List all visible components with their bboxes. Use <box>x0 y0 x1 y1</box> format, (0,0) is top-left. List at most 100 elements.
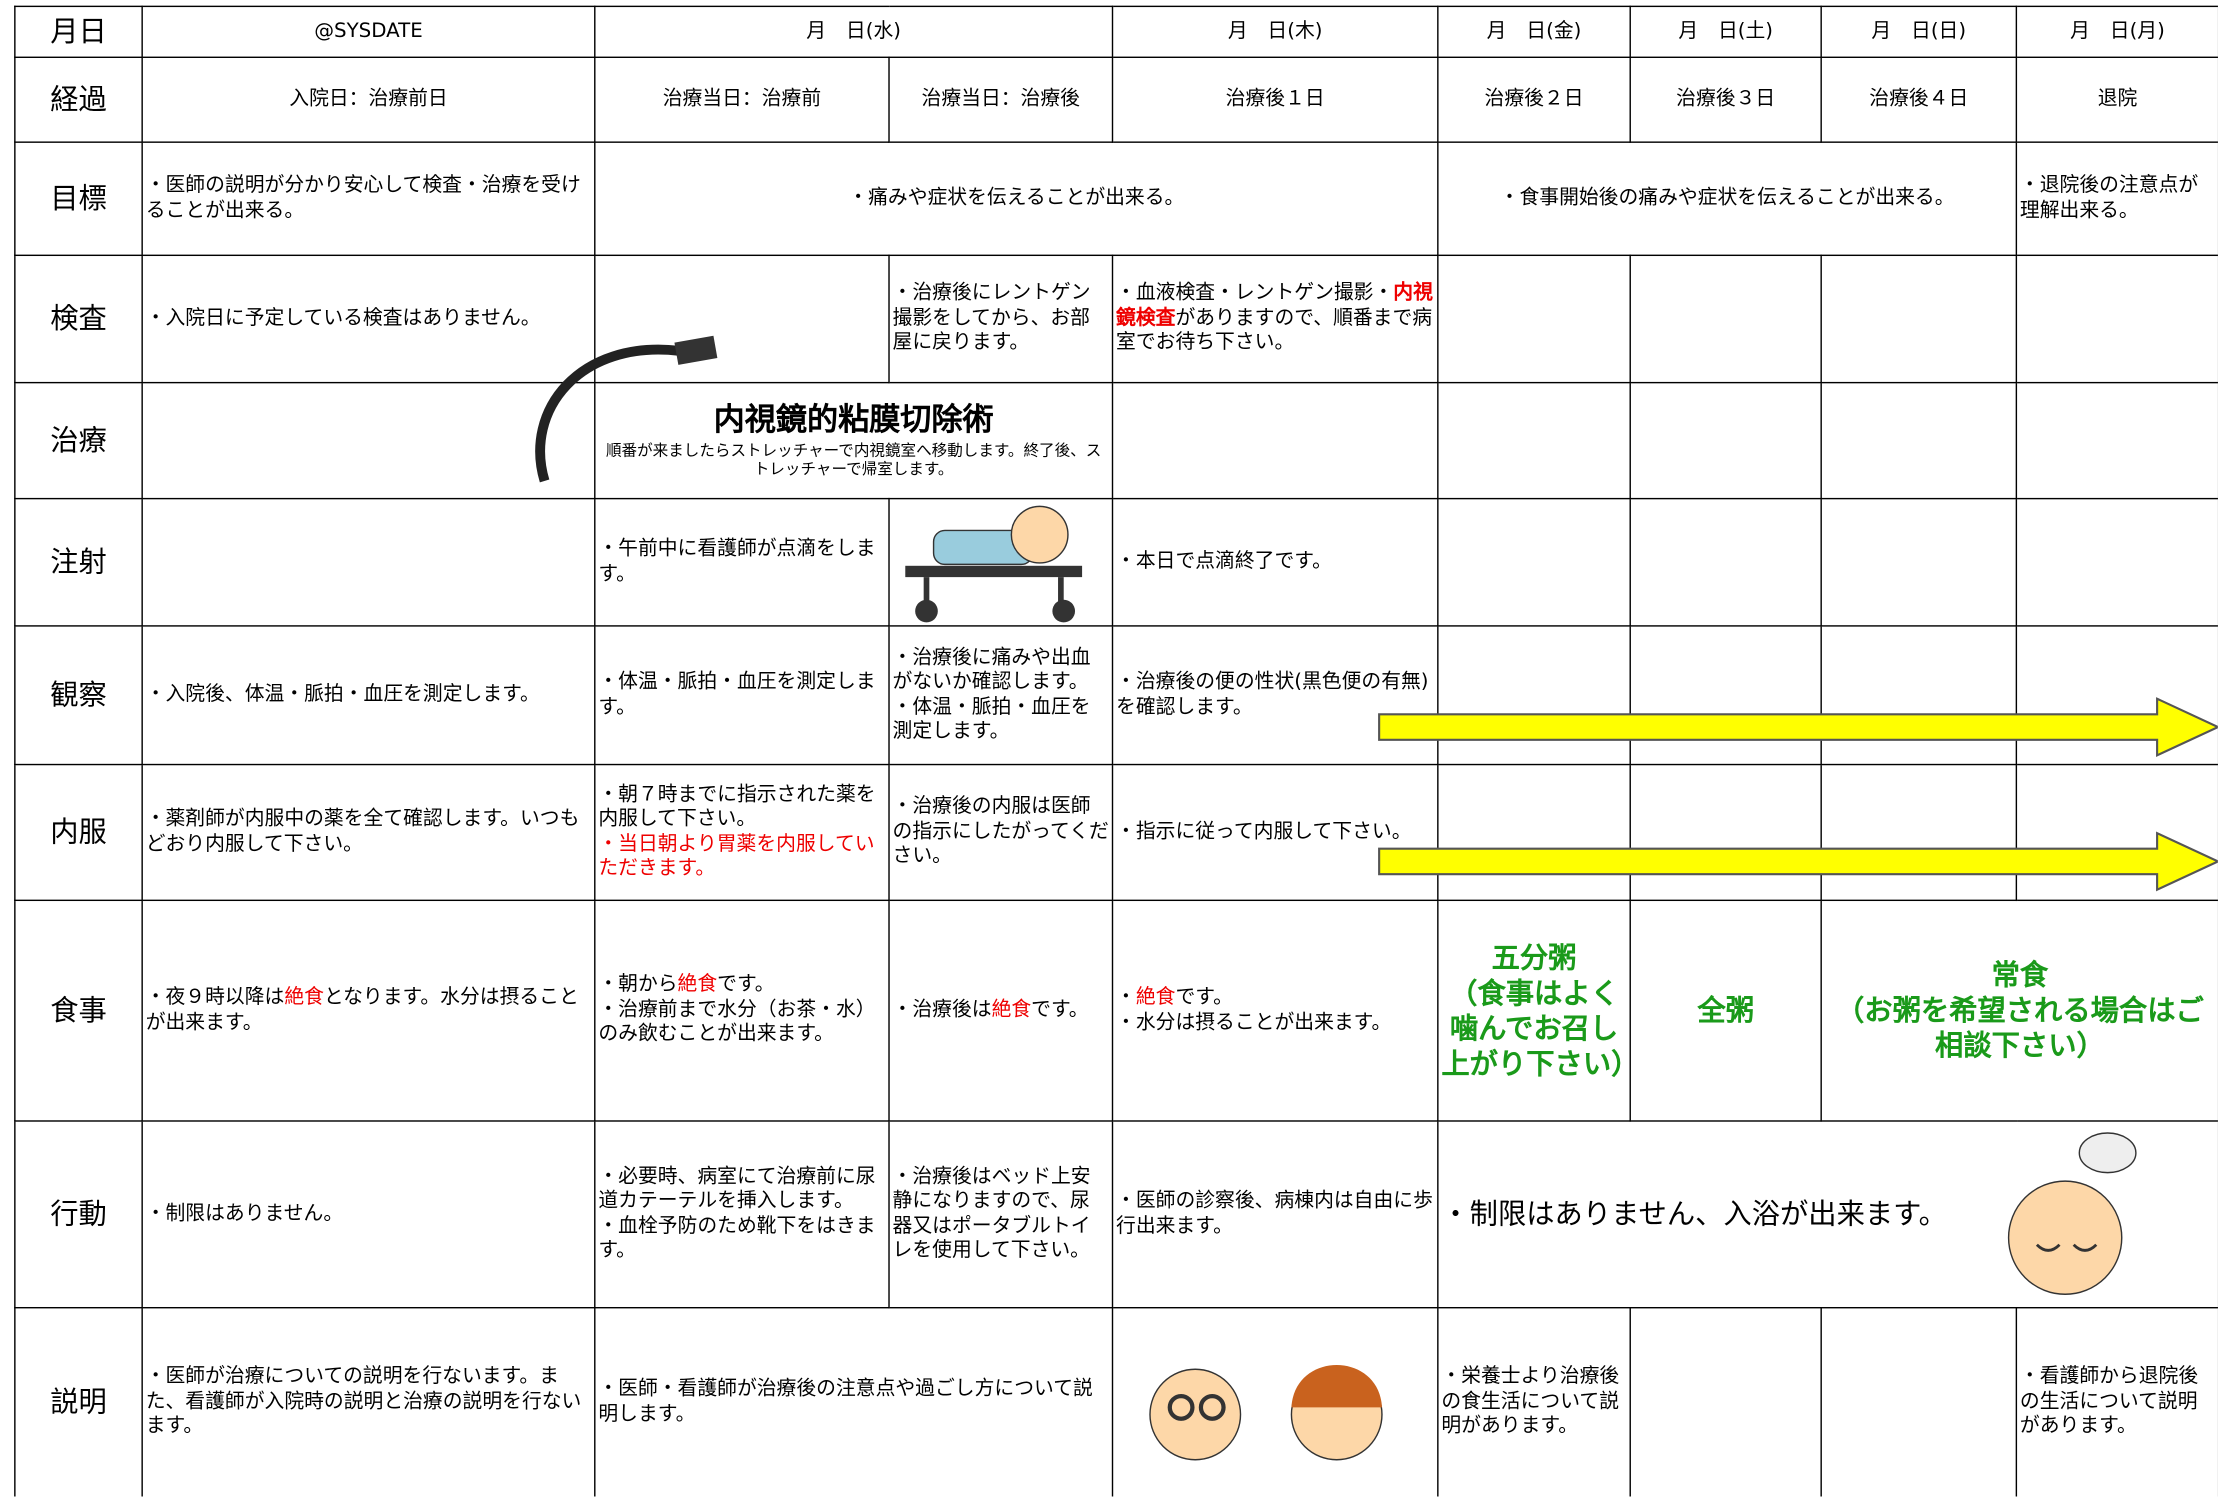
cell: 月日 <box>14 5 143 58</box>
cell <box>1437 254 1631 384</box>
shape: 食事 ・夜９時以降は絶食となります。水分は摂ることが出来ます。 ・朝から絶食です。 … <box>14 899 2218 1122</box>
cell: ・看護師から退院後の生活について説明があります。 <box>2015 1306 2218 1497</box>
cell: ・治療後にレントゲン撮影をしてから、お部屋に戻ります。 <box>888 254 1114 384</box>
shape <box>1149 1368 1242 1461</box>
cell: 内視鏡的粘膜切除術 順番が来ましたらストレッチャーで内視鏡室へ移動します。終了後、… <box>594 381 1114 500</box>
cell: ・夜９時以降は絶食となります。水分は摂ることが出来ます。 <box>141 899 596 1122</box>
shape <box>905 565 1083 578</box>
cell: ・治療後に痛みや出血がないか確認します。 ・体温・脈拍・血圧を測定します。 <box>888 625 1114 766</box>
cell: ・痛みや症状を伝えることが出来る。 <box>594 141 1439 257</box>
cell: ・栄養士より治療後の食生活について説明があります。 <box>1437 1306 1631 1497</box>
stretcher <box>905 505 1083 623</box>
text-span: がありますので、順番まで病室でお待ち下さい。 <box>1116 306 1433 354</box>
cell: ・本日で点滴終了です。 <box>1111 497 1439 627</box>
text-span: ・当日朝より胃薬を内服していただきます。 <box>598 832 875 880</box>
cell <box>1629 381 1822 500</box>
cell: @SYSDATE <box>141 5 596 58</box>
shape <box>1291 1364 1382 1408</box>
cell <box>1437 625 1631 766</box>
shape <box>1198 1393 1226 1421</box>
cell <box>1437 497 1631 627</box>
text-span: 順番が来ましたらストレッチャーで内視鏡室へ移動します。終了後、ストレッチャーで帰… <box>606 440 1102 479</box>
shape <box>1010 505 1069 564</box>
shape <box>915 599 938 623</box>
cell: ・医師・看護師が治療後の注意点や過ごし方について説明します。 <box>594 1306 1114 1497</box>
cell: ・指示に従って内服して下さい。 <box>1111 763 1439 902</box>
text-span: 内視鏡検査 <box>1116 281 1433 330</box>
cell: 治療後３日 <box>1629 56 1822 143</box>
cell <box>2015 254 2218 384</box>
cell <box>2015 497 2218 627</box>
cell: 治療後２日 <box>1437 56 1631 143</box>
cell: 説明 <box>14 1306 143 1497</box>
cell <box>1437 381 1631 500</box>
cell: ・医師の説明が分かり安心して検査・治療を受けることが出来る。 <box>141 141 596 257</box>
cell: ・入院後、体温・脈拍・血圧を測定します。 <box>141 625 596 766</box>
cell: ・治療後の便の性状(黒色便の有無)を確認します。 <box>1111 625 1439 766</box>
cell: ・朝７時までに指示された薬を内服して下さい。 ・当日朝より胃薬を内服していただき… <box>594 763 890 902</box>
shape: 経過 入院日：治療前日 治療当日：治療前 治療当日：治療後 治療後１日 治療後２日 治療後３… <box>14 56 2218 143</box>
shape: 月日 @SYSDATE 月 日(水) 月 日(木) 月 日(金) 月 日(土) 月 日(日)… <box>14 5 2218 58</box>
cell: 入院日：治療前日 <box>141 56 596 143</box>
text-span: 内視鏡的粘膜切除術 <box>713 403 994 439</box>
text-span: 絶食 <box>284 985 324 1009</box>
cell: ・治療後は絶食です。 <box>888 899 1114 1122</box>
cell: ・治療後はベッド上安静になりますので、尿器又はポータブルトイレを使用して下さい。 <box>888 1120 1114 1309</box>
cell: ・医師が治療についての説明を行ないます。また、看護師が入院時の説明と治療の説明を… <box>141 1306 596 1497</box>
shape: 検査 ・入院日に予定している検査はありません。 ・治療後にレントゲン撮影をしてから、… <box>14 254 2218 384</box>
cell: 行動 <box>14 1120 143 1309</box>
endoscope-head <box>674 335 718 365</box>
bath-face <box>2007 1132 2137 1295</box>
text-span: ・治療後は <box>892 998 992 1021</box>
text-span: 絶食 <box>991 998 1032 1021</box>
cell: 目標 <box>14 141 143 257</box>
shape: 説明 ・医師が治療についての説明を行ないます。また、看護師が入院時の説明と治療の説… <box>14 1306 2218 1497</box>
shape <box>2078 1132 2137 1174</box>
text-span: です。 ・水分は摂ることが出来ます。 <box>1116 985 1392 1034</box>
cell <box>1820 625 2018 766</box>
cell <box>1629 254 1822 384</box>
clinical-pathway-table: 月日 @SYSDATE 月 日(水) 月 日(木) 月 日(金) 月 日(土) 月 日(日)… <box>14 5 2218 1497</box>
cell <box>1629 497 1822 627</box>
cell: ・食事開始後の痛みや症状を伝えることが出来る。 <box>1437 141 2018 257</box>
doctor-nurse <box>1149 1364 1383 1461</box>
shape: 内服 ・薬剤師が内服中の薬を全て確認します。いつもどおり内服して下さい。 ・朝７時ま… <box>14 763 2218 902</box>
cell: ・治療後の内服は医師の指示にしたがってください。 <box>888 763 1114 902</box>
cell: 治療 <box>14 381 143 500</box>
cell: 治療当日：治療後 <box>888 56 1114 143</box>
text-span: です。 <box>1031 998 1089 1021</box>
cell: ・朝から絶食です。 ・治療前まで水分（お茶・水）のみ飲むことが出来ます。 <box>594 899 890 1122</box>
cell <box>141 381 596 500</box>
cell: ・入院日に予定している検査はありません。 <box>141 254 596 384</box>
cell: ・必要時、病室にて治療前に尿道カテーテルを挿入します。 ・血栓予防のため靴下をは… <box>594 1120 890 1309</box>
shape: 観察 ・入院後、体温・脈拍・血圧を測定します。 ・体温・脈拍・血圧を測定します。 ・治… <box>14 625 2218 766</box>
text-span: ・朝から <box>598 973 678 997</box>
cell <box>1820 254 2018 384</box>
cell <box>1820 1306 2018 1497</box>
cell: 注射 <box>14 497 143 627</box>
arrow <box>1378 697 2218 758</box>
shape: 目標 ・医師の説明が分かり安心して検査・治療を受けることが出来る。 ・痛みや症状を伝… <box>14 141 2218 257</box>
shape: 注射 ・午前中に看護師が点滴をします。 ・本日で点滴終了です。 <box>14 497 2218 627</box>
text-span: ・ <box>1116 985 1136 1009</box>
cell <box>1629 763 1822 902</box>
cell: ・血液検査・レントゲン撮影・内視鏡検査がありますので、順番まで病室でお待ち下さい… <box>1111 254 1439 384</box>
cell: 検査 <box>14 254 143 384</box>
cell: ・絶食です。 ・水分は摂ることが出来ます。 <box>1111 899 1439 1122</box>
text-span: ・朝７時までに指示された薬を内服して下さい。 <box>598 782 876 831</box>
text-span: となります。水分は摂ることが出来ます。 <box>145 985 579 1034</box>
cell <box>1820 497 2018 627</box>
cell: ・医師の診察後、病棟内は自由に歩行出来ます。 <box>1111 1120 1439 1309</box>
cell: ・薬剤師が内服中の薬を全て確認します。いつもどおり内服して下さい。 <box>141 763 596 902</box>
arrow <box>1378 831 2218 892</box>
text-span: ・血液検査・レントゲン撮影・ <box>1116 281 1394 305</box>
cell: ・制限はありません。 <box>141 1120 596 1309</box>
cell: 食事 <box>14 899 143 1122</box>
cell <box>1629 625 1822 766</box>
cell: 常食 （お粥を希望される場合はご相談下さい） <box>1820 899 2218 1122</box>
shape: 月日 @SYSDATE 月 日(水) 月 日(木) 月 日(金) 月 日(土) 月 日(日)… <box>14 5 2218 1497</box>
cell <box>1629 1306 1822 1497</box>
